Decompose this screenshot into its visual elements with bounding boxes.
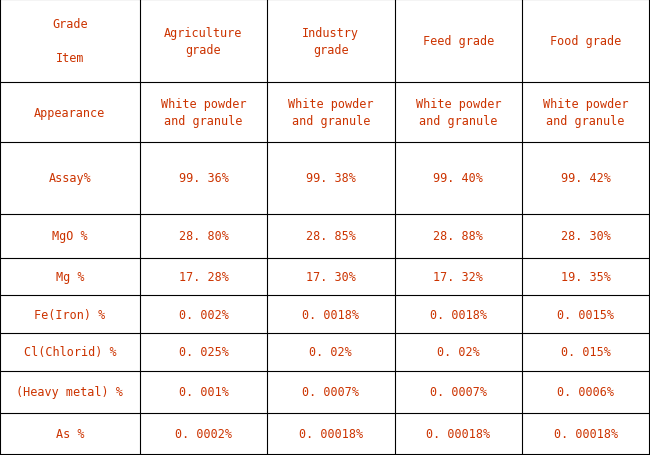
Bar (140, 0, 267, 83)
Text: 0. 025%: 0. 025% (179, 346, 228, 359)
Bar (0, 334, 140, 371)
Bar (395, 83, 522, 142)
Bar (140, 296, 267, 334)
Bar (267, 214, 395, 258)
Bar (267, 413, 395, 455)
Bar (395, 296, 522, 334)
Text: 0. 0002%: 0. 0002% (175, 428, 232, 440)
Text: Appearance: Appearance (34, 106, 105, 119)
Text: Fe(Iron) %: Fe(Iron) % (34, 308, 105, 321)
Bar (0, 214, 140, 258)
Text: 0. 02%: 0. 02% (437, 346, 480, 359)
Text: 0. 00018%: 0. 00018% (299, 428, 363, 440)
Text: Feed grade: Feed grade (422, 35, 494, 48)
Text: 0. 02%: 0. 02% (309, 346, 352, 359)
Bar (267, 258, 395, 296)
Text: 28. 30%: 28. 30% (561, 230, 610, 243)
Text: 17. 32%: 17. 32% (434, 270, 483, 283)
Bar (140, 83, 267, 142)
Text: 0. 001%: 0. 001% (179, 385, 228, 399)
Bar (140, 214, 267, 258)
Bar (522, 371, 649, 413)
Bar (522, 413, 649, 455)
Text: (Heavy metal) %: (Heavy metal) % (16, 385, 124, 399)
Text: 28. 88%: 28. 88% (434, 230, 483, 243)
Text: Cl(Chlorid) %: Cl(Chlorid) % (23, 346, 116, 359)
Bar (522, 334, 649, 371)
Text: 0. 015%: 0. 015% (561, 346, 610, 359)
Bar (395, 258, 522, 296)
Bar (0, 371, 140, 413)
Text: 0. 002%: 0. 002% (179, 308, 228, 321)
Text: MgO %: MgO % (52, 230, 88, 243)
Bar (140, 371, 267, 413)
Text: 0. 0007%: 0. 0007% (302, 385, 359, 399)
Text: 17. 30%: 17. 30% (306, 270, 356, 283)
Text: 99. 40%: 99. 40% (434, 172, 483, 185)
Bar (0, 83, 140, 142)
Bar (395, 214, 522, 258)
Bar (267, 371, 395, 413)
Bar (522, 296, 649, 334)
Text: 0. 00018%: 0. 00018% (554, 428, 617, 440)
Bar (522, 258, 649, 296)
Text: Assay%: Assay% (49, 172, 91, 185)
Bar (0, 258, 140, 296)
Text: White powder
and granule: White powder and granule (543, 98, 629, 128)
Bar (140, 334, 267, 371)
Bar (267, 296, 395, 334)
Text: 99. 42%: 99. 42% (561, 172, 610, 185)
Bar (395, 371, 522, 413)
Text: Grade

Item: Grade Item (52, 18, 88, 65)
Bar (395, 413, 522, 455)
Bar (395, 142, 522, 214)
Bar (267, 334, 395, 371)
Text: 0. 00018%: 0. 00018% (426, 428, 490, 440)
Text: White powder
and granule: White powder and granule (288, 98, 374, 128)
Bar (0, 413, 140, 455)
Bar (267, 0, 395, 83)
Bar (0, 296, 140, 334)
Text: 17. 28%: 17. 28% (179, 270, 228, 283)
Bar (267, 83, 395, 142)
Bar (395, 0, 522, 83)
Text: 28. 85%: 28. 85% (306, 230, 356, 243)
Text: Industry
grade: Industry grade (302, 26, 359, 56)
Text: 0. 0007%: 0. 0007% (430, 385, 487, 399)
Text: Mg %: Mg % (56, 270, 84, 283)
Text: 28. 80%: 28. 80% (179, 230, 228, 243)
Text: 19. 35%: 19. 35% (561, 270, 610, 283)
Bar (522, 142, 649, 214)
Text: 0. 0015%: 0. 0015% (557, 308, 614, 321)
Bar (522, 214, 649, 258)
Text: Food grade: Food grade (550, 35, 621, 48)
Bar (522, 0, 649, 83)
Bar (395, 334, 522, 371)
Bar (140, 258, 267, 296)
Bar (522, 83, 649, 142)
Bar (0, 142, 140, 214)
Bar (140, 142, 267, 214)
Text: 0. 0006%: 0. 0006% (557, 385, 614, 399)
Text: 0. 0018%: 0. 0018% (302, 308, 359, 321)
Text: Agriculture
grade: Agriculture grade (164, 26, 242, 56)
Bar (267, 142, 395, 214)
Text: 0. 0018%: 0. 0018% (430, 308, 487, 321)
Text: As %: As % (56, 428, 84, 440)
Text: 99. 38%: 99. 38% (306, 172, 356, 185)
Text: White powder
and granule: White powder and granule (161, 98, 246, 128)
Bar (0, 0, 140, 83)
Text: White powder
and granule: White powder and granule (415, 98, 501, 128)
Text: 99. 36%: 99. 36% (179, 172, 228, 185)
Bar (140, 413, 267, 455)
